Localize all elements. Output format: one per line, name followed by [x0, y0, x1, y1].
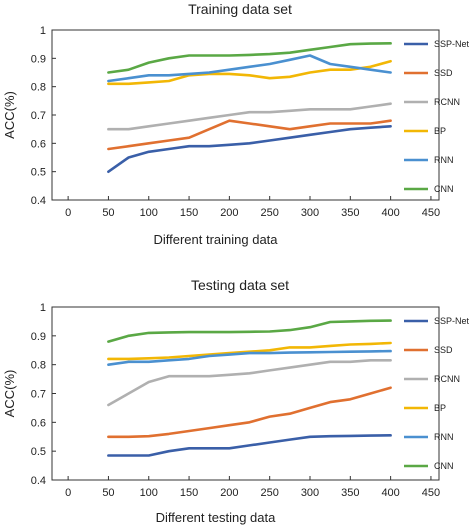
- x-axis-label: Different testing data: [156, 510, 276, 525]
- x-axis-label: Different training data: [153, 232, 278, 247]
- x-tick-label: 350: [341, 207, 359, 219]
- x-tick-label: 450: [422, 487, 440, 499]
- legend-label: BP: [434, 126, 446, 136]
- y-tick-label: 0.8: [31, 360, 46, 372]
- series-line-rcnn: [107, 358, 392, 407]
- legend-label: SSD: [434, 68, 453, 78]
- x-tick-label: 150: [180, 487, 198, 499]
- x-tick-label: 300: [301, 487, 319, 499]
- chart-title: Testing data set: [191, 277, 289, 293]
- y-axis-label: ACC(%): [2, 91, 17, 139]
- y-tick-label: 0.4: [31, 475, 46, 487]
- x-tick-label: 50: [102, 487, 114, 499]
- x-tick-label: 400: [381, 487, 399, 499]
- x-tick-label: 400: [381, 207, 399, 219]
- x-tick-label: 350: [341, 487, 359, 499]
- y-tick-label: 0.6: [31, 138, 46, 150]
- y-tick-label: 0.7: [31, 110, 46, 122]
- legend-label: RNN: [434, 155, 454, 165]
- legend-label: RCNN: [434, 374, 460, 384]
- series-line-rcnn: [107, 102, 392, 131]
- y-tick-label: 0.5: [31, 446, 46, 458]
- x-tick-label: 0: [65, 487, 71, 499]
- legend-label: RCNN: [434, 97, 460, 107]
- legend-label: BP: [434, 403, 446, 413]
- x-tick-label: 150: [180, 207, 198, 219]
- x-tick-label: 0: [65, 207, 71, 219]
- y-tick-label: 0.9: [31, 53, 46, 65]
- chart-title: Training data set: [188, 1, 292, 17]
- x-tick-label: 250: [261, 207, 279, 219]
- y-tick-label: 1: [40, 25, 46, 37]
- chart-panel-1: Training data set 0.4 0.5 0.6 0.7 0.8 0.9 1 0 50 1…: [2, 1, 470, 247]
- x-tick-label: 100: [140, 207, 158, 219]
- series-line-cnn: [107, 319, 392, 343]
- x-tick-label: 200: [220, 487, 238, 499]
- series-line-cnn: [107, 41, 392, 74]
- legend-label: SSP-Net: [434, 316, 470, 326]
- y-tick-label: 0.7: [31, 389, 46, 401]
- series-line-bp: [107, 59, 392, 86]
- series-line-ssd: [107, 119, 392, 151]
- legend-label: CNN: [434, 461, 454, 471]
- series-line-rnn: [107, 54, 392, 83]
- series-line-ssd: [107, 386, 392, 439]
- x-tick-label: 300: [301, 207, 319, 219]
- legend-label: RNN: [434, 432, 454, 442]
- y-tick-label: 0.8: [31, 82, 46, 94]
- legend-label: CNN: [434, 184, 454, 194]
- chart-panel-2: Testing data set 0.4 0.5 0.6 0.7 0.8 0.9 1 0 50 10…: [2, 277, 470, 525]
- legend-label: SSD: [434, 345, 453, 355]
- series-line-rnn: [107, 349, 392, 367]
- y-tick-label: 0.6: [31, 417, 46, 429]
- y-tick-label: 0.9: [31, 331, 46, 343]
- x-tick-label: 200: [220, 207, 238, 219]
- y-tick-label: 0.5: [31, 167, 46, 179]
- y-tick-label: 0.4: [31, 195, 46, 207]
- x-tick-label: 50: [102, 207, 114, 219]
- x-tick-label: 100: [140, 487, 158, 499]
- legend-label: SSP-Net: [434, 39, 470, 49]
- series-line-ssp-net: [107, 433, 392, 457]
- series-line-ssp-net: [107, 125, 392, 173]
- x-tick-label: 450: [422, 207, 440, 219]
- x-tick-label: 250: [261, 487, 279, 499]
- y-axis-label: ACC(%): [2, 370, 17, 418]
- series-line-bp: [107, 341, 392, 361]
- y-tick-label: 1: [40, 302, 46, 314]
